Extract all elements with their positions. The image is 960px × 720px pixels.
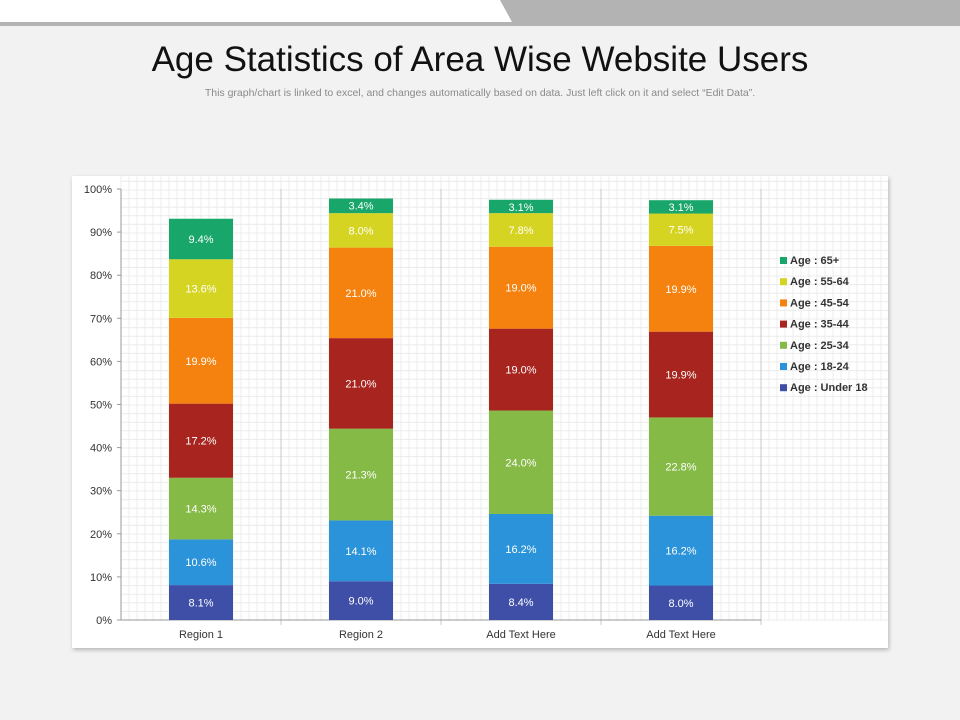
- bar-segment: [649, 331, 713, 418]
- bar-segment: [649, 585, 713, 620]
- data-label: 19.9%: [665, 284, 696, 296]
- legend-label: Age : Under 18: [790, 382, 868, 394]
- data-label: 21.0%: [345, 288, 376, 300]
- y-tick-label: 90%: [90, 227, 112, 239]
- data-label: 7.8%: [508, 225, 533, 237]
- y-tick-label: 80%: [90, 270, 112, 282]
- x-tick-label: Add Text Here: [486, 629, 556, 641]
- bar-segment: [649, 515, 713, 586]
- data-label: 19.9%: [665, 370, 696, 382]
- data-label: 22.8%: [665, 462, 696, 474]
- data-label: 10.6%: [185, 557, 216, 569]
- legend-label: Age : 35-44: [790, 319, 850, 331]
- y-tick-label: 10%: [90, 572, 112, 584]
- bar-segment: [329, 247, 393, 339]
- bar-segment: [169, 259, 233, 318]
- data-label: 19.0%: [505, 283, 536, 295]
- bar-segment: [649, 200, 713, 214]
- bar-segment: [489, 199, 553, 214]
- legend-swatch: [780, 341, 787, 349]
- bar-segment: [169, 585, 233, 620]
- page-subtitle: This graph/chart is linked to excel, and…: [204, 87, 756, 99]
- data-label: 14.1%: [345, 546, 376, 558]
- bar-segment: [169, 539, 233, 586]
- data-label: 8.4%: [508, 597, 533, 609]
- bar-segment: [649, 213, 713, 246]
- data-label: 19.0%: [505, 365, 536, 377]
- legend-swatch: [780, 384, 787, 392]
- data-label: 19.9%: [185, 356, 216, 368]
- data-label: 21.3%: [345, 470, 376, 482]
- bar-segment: [489, 213, 553, 247]
- bar-segment: [329, 428, 393, 521]
- bar-segment: [649, 417, 713, 516]
- bar-segment: [329, 198, 393, 214]
- y-tick-label: 40%: [90, 443, 112, 455]
- bar-segment: [169, 403, 233, 478]
- top-bar-white-shape: [0, 0, 512, 22]
- bars: [169, 198, 713, 620]
- data-label: 16.2%: [665, 546, 696, 558]
- legend-swatch: [780, 299, 787, 307]
- bar-segment: [169, 317, 233, 404]
- data-label: 8.0%: [348, 225, 373, 237]
- y-tick-label: 60%: [90, 356, 112, 368]
- legend-swatch: [780, 278, 787, 286]
- page-title: Age Statistics of Area Wise Website User…: [151, 40, 809, 79]
- legend-label: Age : 65+: [790, 255, 839, 267]
- bar-segment: [329, 581, 393, 620]
- data-label: 21.0%: [345, 378, 376, 390]
- legend-swatch: [780, 257, 787, 264]
- chart-panel: 0% 10% 20% 30% 40% 50% 60% 70% 80% 90% 100% Region …: [72, 176, 888, 648]
- x-tick-label: Add Text Here: [646, 629, 716, 641]
- data-label: 17.2%: [185, 436, 216, 448]
- data-labels: 8.1% 10.6% 14.3% 17.2% 19.9% 13.6% 9.4% 9.0% 14.…: [185, 200, 696, 609]
- axes: 0% 10% 20% 30% 40% 50% 60% 70% 80% 90% 100% Region …: [84, 184, 762, 641]
- bar-segment: [329, 338, 393, 429]
- bar-segment: [169, 477, 233, 540]
- bar-segment: [329, 520, 393, 582]
- legend-swatch: [780, 363, 787, 370]
- y-tick-label: 70%: [90, 313, 112, 325]
- data-label: 16.2%: [505, 544, 536, 556]
- bar-segment: [329, 213, 393, 248]
- bar-segment: [489, 583, 553, 620]
- bar-segment: [169, 218, 233, 260]
- legend-swatch: [780, 320, 787, 328]
- x-tick-label: Region 1: [179, 629, 223, 641]
- y-tick-label: 20%: [90, 529, 112, 541]
- legend-label: Age : 55-64: [790, 276, 850, 288]
- data-label: 7.5%: [668, 225, 693, 237]
- data-label: 9.4%: [188, 234, 213, 246]
- x-tick-label: Region 2: [339, 629, 383, 641]
- data-label: 9.0%: [348, 596, 373, 608]
- data-label: 3.1%: [508, 202, 533, 214]
- data-label: 8.0%: [668, 598, 693, 610]
- y-tick-label: 0%: [96, 615, 112, 627]
- bar-segment: [489, 246, 553, 329]
- data-label: 13.6%: [185, 284, 216, 296]
- data-label: 3.1%: [668, 202, 693, 214]
- bar-segment: [489, 410, 553, 514]
- data-label: 24.0%: [505, 457, 536, 469]
- top-decorative-bar: [0, 0, 960, 26]
- legend-label: Age : 25-34: [790, 340, 850, 352]
- y-tick-label: 30%: [90, 486, 112, 498]
- data-label: 3.4%: [348, 200, 373, 212]
- y-tick-label: 100%: [84, 184, 112, 196]
- bar-segment: [489, 328, 553, 411]
- data-label: 14.3%: [185, 504, 216, 516]
- bar-segment: [489, 513, 553, 584]
- stacked-bar-chart: 0% 10% 20% 30% 40% 50% 60% 70% 80% 90% 100% Region …: [84, 176, 888, 641]
- y-tick-label: 50%: [90, 400, 112, 412]
- legend-label: Age : 18-24: [790, 361, 850, 373]
- legend-label: Age : 45-54: [790, 297, 850, 309]
- bar-segment: [649, 245, 713, 332]
- legend: Age : 65+ Age : 55-64 Age : 45-54 Age : 35-…: [780, 255, 868, 394]
- data-label: 8.1%: [188, 598, 213, 610]
